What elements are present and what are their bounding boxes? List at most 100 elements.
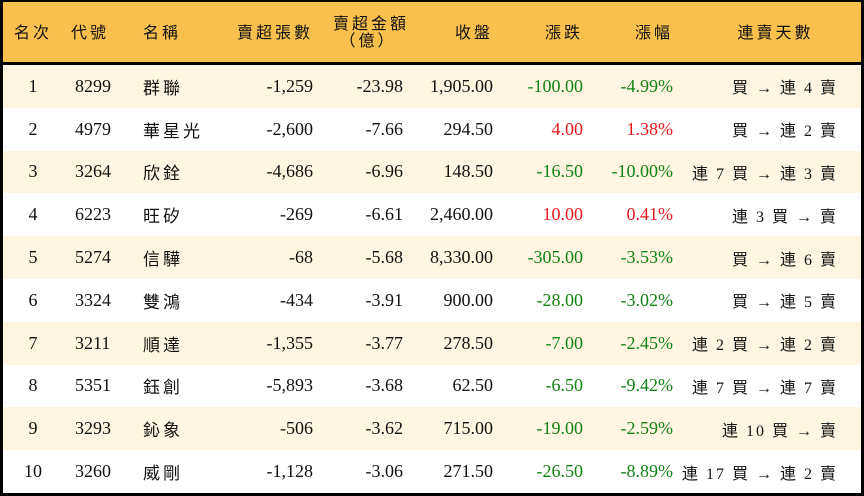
net-sell-lots-cell: -1,128: [266, 461, 314, 482]
code-cell: 3293: [75, 418, 111, 439]
net-sell-amount-cell: -3.06: [365, 461, 404, 482]
change-pct-cell: -9.42%: [620, 375, 674, 396]
change-pct-cell: -2.45%: [620, 332, 674, 353]
header-net-sell-amount-line1: 賣超金額: [333, 14, 410, 33]
table-row: 9 3293 鈊象 -506 -3.62 715.00 -19.00 -2.59…: [3, 407, 861, 451]
table-row: 7 3211 順達 -1,355 -3.77 278.50 -7.00 -2.4…: [3, 321, 861, 365]
name-cell: 信驊: [143, 250, 183, 271]
net-sell-lots-cell: -269: [280, 204, 313, 225]
net-sell-lots-cell: -4,686: [266, 161, 314, 182]
net-sell-lots-cell: -1,259: [266, 75, 314, 96]
net-sell-amount-cell: -3.77: [365, 332, 404, 353]
header-code: 代號: [71, 22, 110, 42]
change-pct-cell: 1.38%: [626, 118, 674, 139]
header-close: 收盤: [454, 22, 493, 42]
streak-cell: 連 10 買 → 賣: [721, 422, 838, 440]
change-pct-cell: 0.41%: [626, 204, 674, 225]
name-cell: 順達: [143, 335, 183, 356]
close-cell: 8,330.00: [430, 247, 493, 268]
header-net-sell-lots: 賣超張數: [236, 22, 313, 42]
rank-cell: 3: [28, 161, 38, 182]
rank-cell: 10: [24, 461, 42, 482]
change-cell: -6.50: [545, 375, 584, 396]
name-cell: 欣銓: [143, 164, 183, 185]
close-cell: 1,905.00: [430, 75, 493, 96]
table-row: 2 4979 華星光 -2,600 -7.66 294.50 4.00 1.38…: [3, 108, 861, 151]
streak-cell: 連 3 買 → 賣: [731, 208, 838, 226]
table-row: 1 8299 群聯 -1,259 -23.98 1,905.00 -100.00…: [3, 65, 861, 108]
name-cell: 威剛: [143, 464, 183, 485]
code-cell: 3260: [75, 461, 111, 482]
rank-cell: 8: [28, 375, 38, 396]
change-pct-cell: -8.89%: [620, 461, 674, 482]
change-cell: 4.00: [551, 118, 584, 139]
net-sell-amount-cell: -3.62: [365, 418, 404, 439]
change-pct-cell: -4.99%: [620, 75, 674, 96]
table-row: 10 3260 威剛 -1,128 -3.06 271.50 -26.50 -8…: [3, 450, 861, 493]
header-rank: 名次: [13, 22, 52, 42]
close-cell: 900.00: [443, 289, 494, 310]
streak-cell: 買 → 連 2 賣: [731, 123, 838, 141]
close-cell: 294.50: [443, 118, 494, 139]
net-sell-amount-cell: -5.68: [365, 247, 404, 268]
net-sell-lots-cell: -68: [289, 247, 313, 268]
header-net-sell-amount-line2: （億）: [339, 31, 397, 50]
code-cell: 3264: [75, 161, 111, 182]
streak-cell: 買 → 連 6 賣: [731, 251, 838, 269]
close-cell: 278.50: [443, 332, 494, 353]
streak-cell: 連 2 買 → 連 2 賣: [691, 337, 838, 355]
code-cell: 8299: [75, 75, 111, 96]
code-cell: 4979: [75, 118, 111, 139]
code-cell: 5351: [75, 375, 111, 396]
close-cell: 715.00: [443, 418, 494, 439]
code-cell: 3324: [75, 289, 111, 310]
change-pct-cell: -3.53%: [620, 247, 674, 268]
code-cell: 3211: [75, 332, 111, 353]
table-row: 6 3324 雙鴻 -434 -3.91 900.00 -28.00 -3.02…: [3, 279, 861, 322]
header-net-sell-amount: 賣超金額 （億）: [313, 14, 410, 50]
header-change-pct: 漲幅: [634, 22, 673, 42]
code-cell: 5274: [75, 247, 111, 268]
close-cell: 271.50: [443, 461, 494, 482]
change-cell: -16.50: [536, 161, 584, 182]
rank-cell: 5: [28, 247, 38, 268]
table-row: 3 3264 欣銓 -4,686 -6.96 148.50 -16.50 -10…: [3, 150, 861, 194]
name-cell: 華星光: [143, 121, 203, 142]
close-cell: 62.50: [452, 375, 494, 396]
streak-cell: 連 7 買 → 連 7 賣: [691, 379, 838, 397]
name-cell: 旺矽: [143, 207, 183, 228]
net-sell-amount-cell: -3.91: [365, 289, 404, 310]
rank-cell: 2: [28, 118, 38, 139]
rank-cell: 6: [28, 289, 38, 310]
table-row: 5 5274 信驊 -68 -5.68 8,330.00 -305.00 -3.…: [3, 236, 861, 279]
header-change: 漲跌: [544, 22, 583, 42]
name-cell: 鈊象: [143, 421, 183, 442]
table-row: 8 5351 鈺創 -5,893 -3.68 62.50 -6.50 -9.42…: [3, 365, 861, 408]
change-cell: 10.00: [542, 204, 584, 225]
net-sell-lots-cell: -1,355: [266, 332, 314, 353]
change-cell: -26.50: [536, 461, 584, 482]
name-cell: 雙鴻: [143, 292, 183, 313]
net-sell-lots-cell: -2,600: [266, 118, 314, 139]
rank-cell: 9: [28, 418, 38, 439]
rank-cell: 4: [28, 204, 38, 225]
table-body: 1 8299 群聯 -1,259 -23.98 1,905.00 -100.00…: [3, 65, 861, 493]
close-cell: 148.50: [443, 161, 494, 182]
net-sell-amount-cell: -7.66: [365, 118, 404, 139]
name-cell: 群聯: [143, 78, 183, 99]
change-pct-cell: -10.00%: [611, 161, 674, 182]
streak-cell: 連 17 買 → 連 2 賣: [681, 465, 838, 483]
streak-cell: 買 → 連 5 賣: [731, 294, 838, 312]
rank-cell: 7: [28, 332, 38, 353]
net-sell-ranking-table: 名次 代號 名稱 賣超張數 賣超金額 （億） 收盤 漲跌 漲幅 連賣天數 1 8…: [3, 2, 861, 493]
change-cell: -19.00: [536, 418, 584, 439]
net-sell-lots-cell: -5,893: [266, 375, 314, 396]
net-sell-amount-cell: -6.96: [365, 161, 404, 182]
header-streak: 連賣天數: [737, 22, 814, 42]
change-pct-cell: -2.59%: [620, 418, 674, 439]
streak-cell: 連 7 買 → 連 3 賣: [691, 165, 838, 183]
net-sell-amount-cell: -3.68: [365, 375, 404, 396]
net-sell-amount-cell: -6.61: [365, 204, 404, 225]
net-sell-lots-cell: -506: [280, 418, 313, 439]
code-cell: 6223: [75, 204, 111, 225]
